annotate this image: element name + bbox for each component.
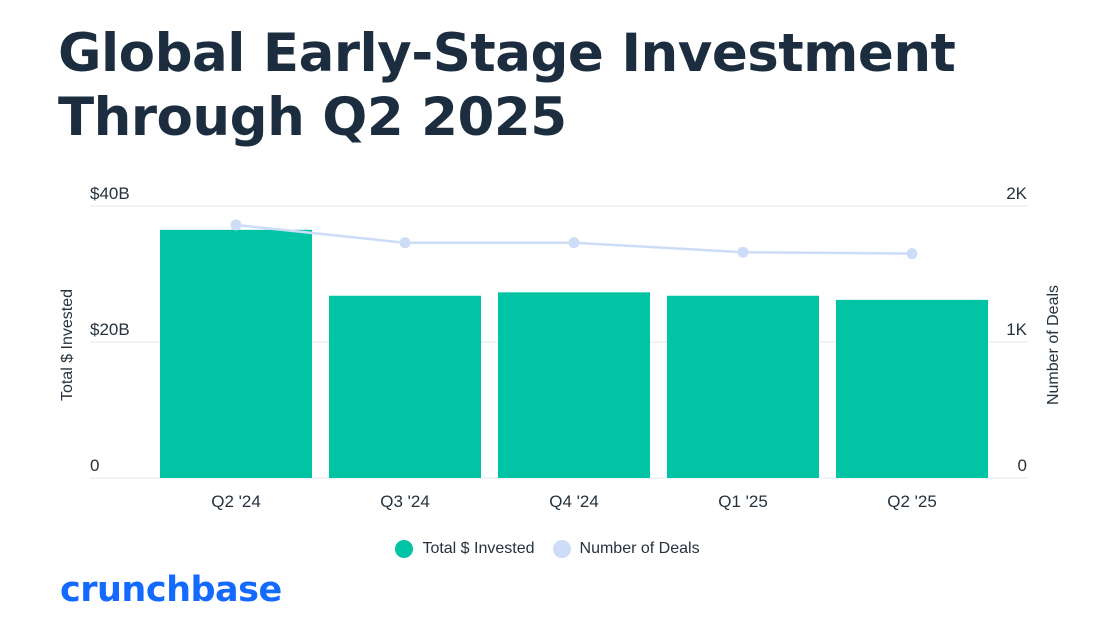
right-tick-label: 0	[1018, 456, 1027, 475]
bar-1	[329, 295, 481, 478]
legend-label-deals: Number of Deals	[579, 540, 700, 557]
deals-point-2	[568, 237, 580, 249]
right-tick-label: 2K	[1006, 184, 1027, 203]
bar-3	[667, 295, 819, 478]
deals-point-3	[737, 246, 749, 258]
legend-item-deals[interactable]: Number of Deals	[552, 540, 700, 558]
right-axis-ticks: 0 1K 2K	[1006, 184, 1027, 475]
bars	[160, 229, 988, 478]
x-tick-label: Q2 '25	[887, 492, 937, 511]
x-tick-label: Q2 '24	[211, 492, 261, 511]
x-tick-label: Q1 '25	[718, 492, 768, 511]
deals-point-4	[906, 248, 918, 260]
crunchbase-logo: crunchbase	[60, 570, 282, 610]
deals-point-1	[399, 237, 411, 249]
left-tick-label: 0	[90, 456, 99, 475]
left-axis-title: Total $ Invested	[59, 289, 76, 401]
x-tick-label: Q3 '24	[380, 492, 430, 511]
deals-line	[230, 219, 918, 260]
legend: Total $ Invested Number of Deals	[0, 540, 1095, 558]
legend-swatch-invested	[395, 540, 414, 558]
right-axis-title: Number of Deals	[1045, 285, 1062, 405]
chart: 0 $20B $40B 0 1K 2K Q2 '24 Q3 '24 Q4 '24 Q1 '25…	[59, 184, 1062, 511]
x-axis-ticks: Q2 '24 Q3 '24 Q4 '24 Q1 '25 Q2 '25	[211, 492, 937, 511]
bar-2	[498, 292, 650, 478]
left-axis-ticks: 0 $20B $40B	[90, 184, 130, 475]
right-tick-label: 1K	[1006, 320, 1027, 339]
left-tick-label: $20B	[90, 320, 130, 339]
chart-title: Global Early-Stage Investment Through Q2…	[58, 23, 956, 148]
bar-0	[160, 229, 312, 478]
bar-4	[836, 299, 988, 478]
deals-point-0	[230, 219, 242, 231]
legend-item-invested[interactable]: Total $ Invested	[395, 540, 535, 558]
legend-swatch-deals	[552, 540, 571, 558]
legend-label-invested: Total $ Invested	[422, 540, 535, 557]
x-tick-label: Q4 '24	[549, 492, 599, 511]
left-tick-label: $40B	[90, 184, 130, 203]
